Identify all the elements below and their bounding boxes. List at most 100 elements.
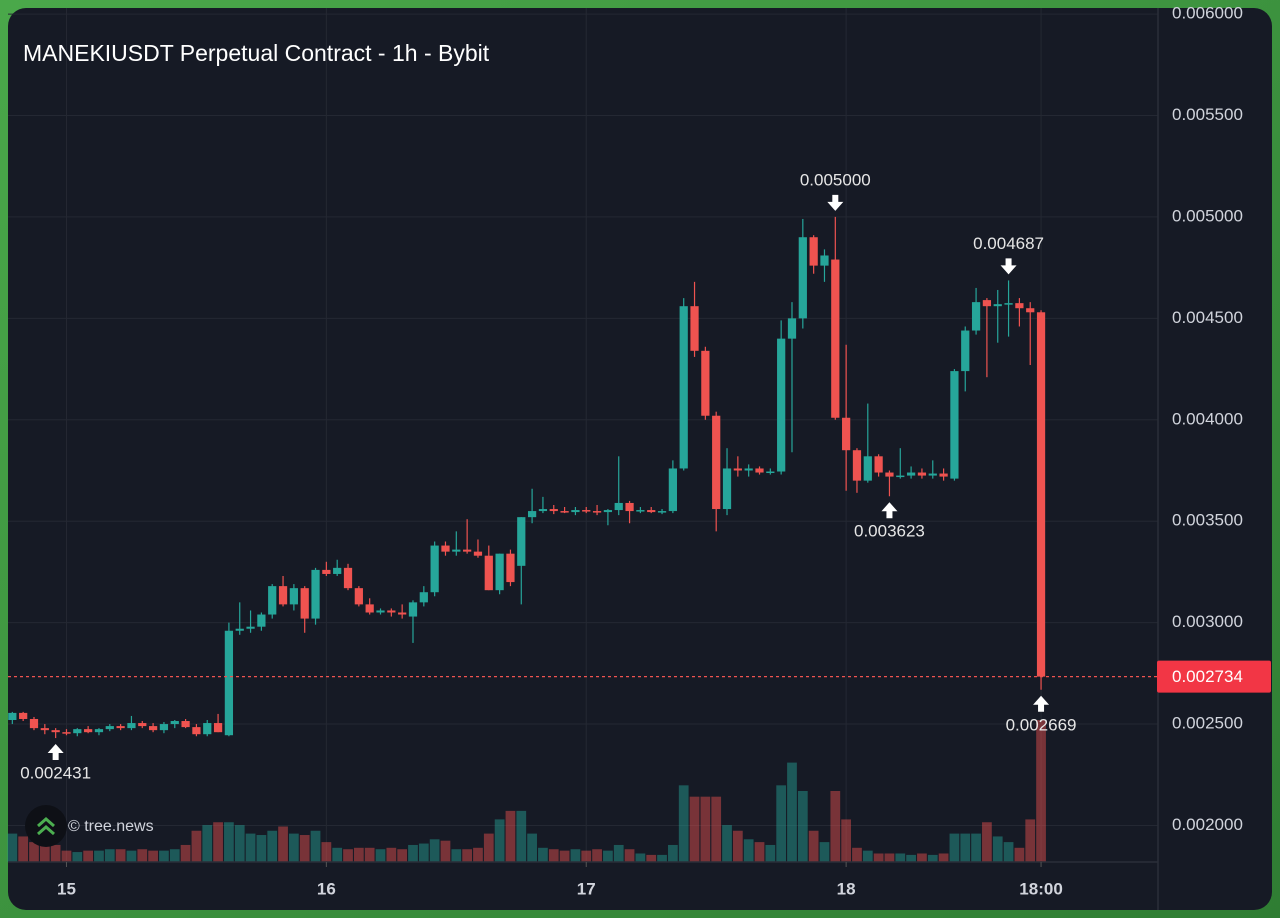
y-tick-label: 0.004000 [1172, 409, 1243, 428]
candle-body [94, 729, 104, 733]
candle-body [1026, 308, 1035, 313]
grid [8, 8, 1158, 862]
volume-layer [7, 720, 1046, 862]
volume-bar [191, 830, 202, 862]
volume-bar [700, 796, 711, 862]
volume-bar [256, 835, 267, 862]
y-tick-label: 0.004500 [1172, 308, 1243, 327]
volume-bar [353, 847, 364, 862]
candle-body [441, 545, 450, 552]
candle-body [701, 350, 710, 416]
candle-body [625, 502, 634, 512]
candle-body [127, 723, 136, 729]
volume-bar [635, 853, 646, 862]
candle-body [40, 728, 49, 731]
candle-body [777, 338, 786, 472]
volume-bar [765, 844, 776, 862]
candle-body [408, 602, 418, 617]
candle-body [62, 732, 71, 734]
volume-bar [884, 853, 895, 862]
volume-bar [462, 849, 473, 862]
volume-bar [473, 847, 483, 862]
candle-body [430, 545, 439, 593]
candle-body [647, 510, 656, 513]
volume-bar [332, 847, 343, 862]
candle-body [993, 304, 1002, 307]
volume-bar [960, 833, 971, 862]
volume-bar [992, 836, 1003, 862]
y-tick-label: 0.005500 [1172, 105, 1243, 124]
candle-body [192, 727, 201, 735]
candle-body [322, 569, 331, 574]
volume-bar [29, 842, 39, 862]
candle-body [766, 471, 775, 474]
volume-bar [862, 850, 873, 862]
volume-bar [180, 844, 191, 862]
volume-bar [678, 785, 689, 862]
volume-bar [538, 847, 548, 862]
candle-body [387, 610, 396, 613]
x-tick-label: 16 [317, 879, 336, 898]
volume-bar [927, 854, 938, 862]
candle-body [181, 721, 190, 728]
candle-body [549, 509, 558, 512]
volume-bar [592, 849, 602, 862]
annotation-arrow [47, 744, 64, 761]
y-tick-label: 0.003500 [1172, 511, 1243, 530]
candle-body [885, 472, 894, 477]
candle-body [1015, 303, 1024, 309]
candle-body [116, 726, 125, 729]
candle-body [657, 511, 667, 513]
candle-body [722, 468, 732, 510]
y-tick-label: 0.002500 [1172, 714, 1243, 733]
candle-body [73, 729, 82, 734]
candle-body [517, 517, 526, 566]
candle-body [917, 472, 927, 476]
candle-body [798, 237, 807, 319]
volume-bar [548, 849, 559, 862]
volume-bar [787, 762, 797, 862]
volume-bar [1036, 720, 1046, 862]
volume-bar [451, 849, 462, 862]
volume-bar [917, 853, 927, 862]
candle-body [733, 468, 742, 471]
volume-bar [797, 791, 808, 862]
volume-bar [289, 833, 299, 862]
candle-body [224, 630, 234, 736]
volume-bar [408, 844, 418, 862]
volume-bar [776, 785, 787, 862]
volume-bar [938, 853, 949, 862]
candle-body [138, 723, 147, 727]
volume-bar [234, 825, 245, 862]
x-tick-label: 17 [577, 879, 596, 898]
volume-bar [18, 836, 29, 862]
volume-bar [895, 853, 906, 862]
candle-body [679, 306, 688, 469]
volume-bar [202, 825, 213, 862]
candle-body [820, 255, 829, 266]
volume-bar [646, 854, 657, 862]
candle-body [1004, 303, 1013, 305]
volume-bar [440, 840, 451, 862]
candle-body [560, 511, 569, 513]
volume-bar [104, 849, 115, 862]
candle-body [592, 511, 602, 513]
volume-bar [808, 830, 819, 862]
volume-bar [386, 847, 397, 862]
volume-bar [603, 850, 613, 862]
candle-body [603, 510, 613, 513]
volume-bar [39, 840, 50, 862]
volume-bar [83, 850, 94, 862]
volume-bar [1003, 842, 1014, 862]
volume-bar [657, 854, 667, 862]
volume-bar [278, 826, 288, 862]
volume-bar [267, 830, 278, 862]
candle-body [928, 473, 937, 476]
annotation-arrow [1033, 695, 1050, 712]
candle-body [982, 300, 992, 307]
candle-body [939, 473, 948, 477]
candle-body [668, 468, 677, 512]
volume-bar [115, 849, 126, 862]
volume-bar [245, 833, 256, 862]
candle-body [755, 468, 764, 473]
